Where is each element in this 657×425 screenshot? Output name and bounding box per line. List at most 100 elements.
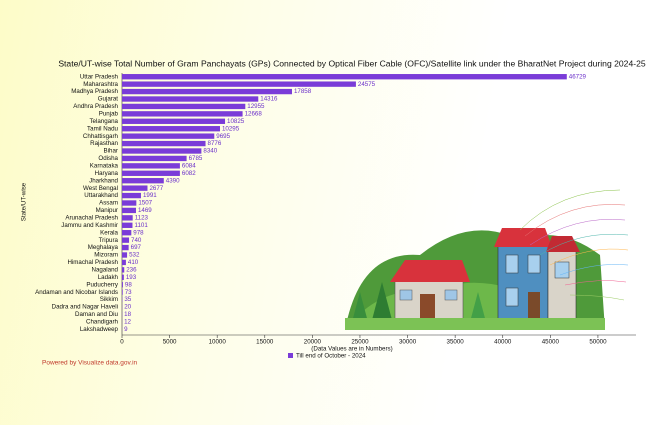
value-label: 18 xyxy=(124,311,131,318)
value-label: 236 xyxy=(126,266,137,273)
bar xyxy=(122,88,292,95)
value-label: 1123 xyxy=(135,214,149,221)
value-label: 73 xyxy=(125,289,132,296)
y-tick-label: Uttarakhand xyxy=(84,192,118,199)
bar xyxy=(122,215,133,221)
value-label: 10825 xyxy=(227,118,245,125)
y-tick-label: Manipur xyxy=(96,207,118,214)
value-label: 1101 xyxy=(134,222,148,229)
bar xyxy=(122,140,206,147)
y-tick-label: Haryana xyxy=(95,170,119,177)
y-tick-label: Maharashtra xyxy=(83,81,118,88)
y-tick-label: Daman and Diu xyxy=(75,311,119,318)
bar xyxy=(122,96,259,102)
value-label: 1507 xyxy=(138,200,152,207)
y-tick-label: Arunachal Pradesh xyxy=(65,214,118,221)
value-label: 9695 xyxy=(216,133,230,140)
value-label: 1991 xyxy=(143,192,157,199)
y-tick-label: Lakshadweep xyxy=(80,326,119,333)
bar xyxy=(122,81,356,87)
y-tick-label: Jharkhand xyxy=(89,177,118,184)
value-label: 6785 xyxy=(189,155,203,162)
x-tick-label: 15000 xyxy=(256,339,274,346)
x-tick-label: 45000 xyxy=(542,339,560,346)
x-tick-label: 10000 xyxy=(209,339,227,346)
y-tick-label: Andaman and Nicobar Islands xyxy=(35,289,118,296)
bar xyxy=(122,259,126,266)
x-tick-label: 25000 xyxy=(351,339,369,346)
bar xyxy=(122,289,123,295)
bar xyxy=(122,118,226,124)
x-tick-label: 0 xyxy=(120,339,124,346)
y-tick-label: Jammu and Kashmir xyxy=(61,222,118,229)
y-tick-label: Karnataka xyxy=(90,162,119,169)
bar xyxy=(122,252,128,258)
y-tick-label: Odisha xyxy=(98,155,118,162)
value-label: 10295 xyxy=(222,125,240,132)
value-label: 532 xyxy=(129,252,140,259)
bar xyxy=(122,274,124,280)
y-tick-label: Tamil Nadu xyxy=(87,125,119,132)
bar xyxy=(122,185,148,191)
y-tick-label: Mizoram xyxy=(94,252,118,259)
y-tick-label: Puducherry xyxy=(86,281,119,288)
value-label: 4390 xyxy=(166,177,180,184)
y-tick-label: Himachal Pradesh xyxy=(67,259,118,266)
value-label: 46729 xyxy=(569,73,587,80)
y-tick-label: Assam xyxy=(99,200,118,207)
value-label: 740 xyxy=(131,237,142,244)
chart-title: State/UT-wise Total Number of Gram Panch… xyxy=(58,58,646,68)
y-tick-label: Kerala xyxy=(100,229,118,236)
value-label: 9 xyxy=(124,326,128,333)
bar xyxy=(122,126,220,132)
y-tick-label: Ladakh xyxy=(98,274,119,281)
y-tick-label: Tripura xyxy=(99,237,119,244)
value-label: 2677 xyxy=(149,185,163,192)
bar xyxy=(122,155,187,162)
y-tick-label: Chandigarh xyxy=(86,318,119,325)
legend-swatch xyxy=(288,353,293,358)
x-tick-label: 5000 xyxy=(163,339,177,346)
x-tick-label: 35000 xyxy=(447,339,465,346)
footer: Powered by Visualize data.gov.in xyxy=(42,360,138,367)
y-tick-label: Telangana xyxy=(89,118,118,125)
bar xyxy=(122,192,141,199)
y-tick-label: Madhya Pradesh xyxy=(71,88,118,95)
bar xyxy=(122,170,180,176)
value-label: 12955 xyxy=(247,103,265,110)
bar xyxy=(122,282,123,288)
y-axis-label: State/UT-wise xyxy=(21,182,28,221)
y-tick-label: Gujarat xyxy=(98,96,119,103)
y-tick-label: West Bengal xyxy=(83,185,118,192)
value-label: 12668 xyxy=(245,110,263,117)
value-label: 8340 xyxy=(203,148,217,155)
y-tick-label: Punjab xyxy=(99,110,119,117)
bar xyxy=(122,148,202,154)
y-tick-label: Sikkim xyxy=(100,296,118,303)
bar xyxy=(122,237,130,243)
x-tick-label: 30000 xyxy=(399,339,417,346)
bar xyxy=(122,178,164,184)
bar xyxy=(122,222,133,228)
y-tick-label: Nagaland xyxy=(92,266,119,273)
value-label: 6084 xyxy=(182,162,196,169)
bar xyxy=(122,230,132,236)
value-label: 193 xyxy=(126,274,137,281)
house-illustration xyxy=(345,189,629,330)
value-label: 8776 xyxy=(208,140,222,147)
x-tick-label: 40000 xyxy=(494,339,512,346)
value-label: 17858 xyxy=(294,88,312,95)
value-label: 98 xyxy=(125,281,132,288)
y-tick-label: Meghalaya xyxy=(88,244,119,251)
value-label: 20 xyxy=(124,304,131,311)
bar xyxy=(122,200,137,206)
y-tick-label: Rajasthan xyxy=(90,140,118,147)
value-label: 14316 xyxy=(260,96,278,103)
value-label: 697 xyxy=(131,244,142,251)
bar xyxy=(122,267,125,273)
y-tick-label: Bihar xyxy=(104,148,118,155)
bar xyxy=(122,244,129,251)
x-tick-label: 50000 xyxy=(589,339,607,346)
value-label: 35 xyxy=(124,296,131,303)
